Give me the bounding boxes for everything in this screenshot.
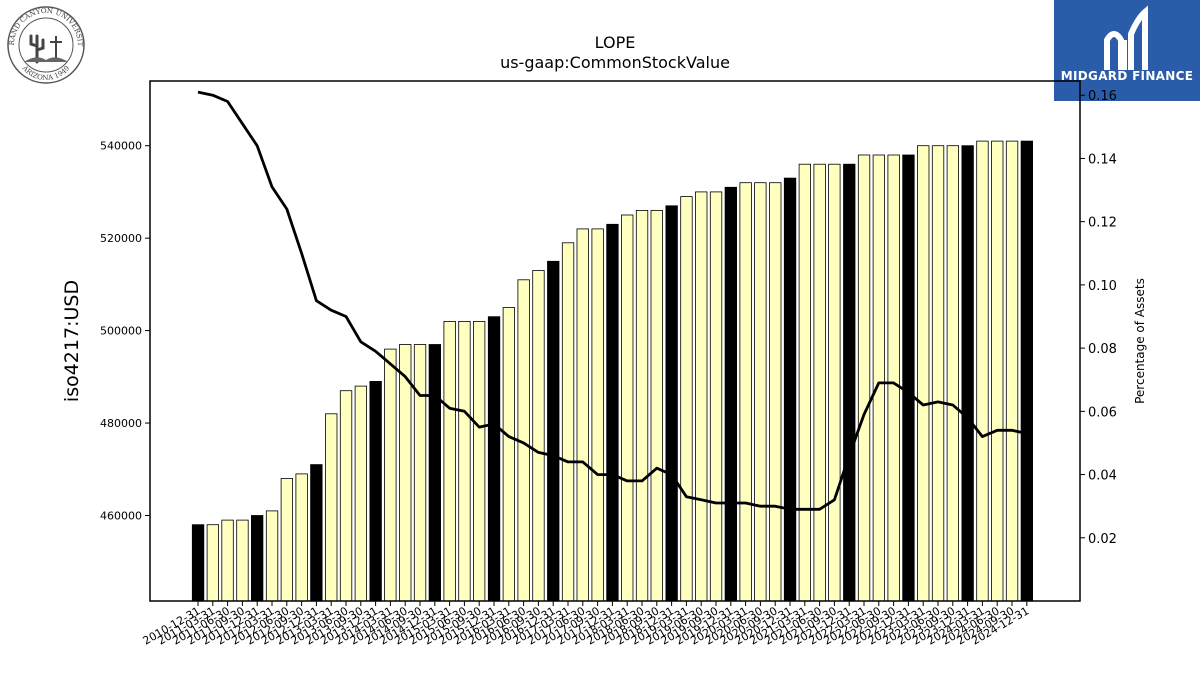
right-tick-label: 0.08 <box>1088 342 1117 357</box>
right-tick-label: 0.02 <box>1088 532 1117 547</box>
bars-group <box>191 140 1033 602</box>
bar-2013-03-31 <box>325 413 338 602</box>
bar-2016-03-31 <box>502 307 516 602</box>
bar-2017-03-31 <box>561 242 575 602</box>
bar-2011-12-31 <box>250 515 264 602</box>
right-tick-label: 0.04 <box>1088 469 1117 484</box>
bar-2020-09-30 <box>769 182 782 602</box>
left-tick-label: 460000 <box>100 509 142 522</box>
bar-2021-06-30 <box>813 163 826 602</box>
brand-name: MIDGARD FINANCE <box>1061 69 1193 83</box>
bar-2011-09-30 <box>236 519 249 602</box>
bar-2014-12-31 <box>428 344 442 602</box>
bar-2018-06-30 <box>635 209 649 602</box>
bar-2022-12-31 <box>902 154 915 602</box>
plot-frame <box>149 80 1081 602</box>
bar-2016-12-31 <box>547 260 560 602</box>
bar-2012-03-31 <box>265 510 279 602</box>
right-tick-label: 0.16 <box>1088 89 1117 104</box>
y-axis-label: iso4217:USD <box>61 280 83 402</box>
bar-2021-12-31 <box>843 163 856 602</box>
bar-2019-09-30 <box>709 191 723 602</box>
bar-2010-12-31 <box>191 524 205 602</box>
left-y-axis: 460000 480000 500000 520000 540000 <box>100 140 150 522</box>
bar-2013-12-31 <box>369 380 382 602</box>
bar-2021-09-30 <box>828 163 841 602</box>
right-y-axis-label: Percentage of Assets <box>1133 278 1147 404</box>
bar-2015-09-30 <box>472 320 486 602</box>
left-tick-label: 520000 <box>100 232 142 245</box>
bar-2024-06-30 <box>991 140 1004 602</box>
right-tick-label: 0.14 <box>1088 152 1117 167</box>
bar-2023-06-30 <box>931 145 945 602</box>
bar-2014-09-30 <box>413 344 427 602</box>
right-tick-label: 0.12 <box>1088 216 1117 231</box>
bar-2022-09-30 <box>887 154 900 602</box>
chart-title: LOPE <box>595 33 636 52</box>
bar-2023-12-31 <box>961 145 974 602</box>
right-tick-label: 0.06 <box>1088 405 1117 420</box>
right-y-axis: 0.02 0.04 0.06 0.08 0.10 0.12 0.14 0.16 <box>1080 89 1117 547</box>
bar-2021-03-31 <box>798 163 811 602</box>
bar-2020-12-31 <box>783 177 797 602</box>
seal-inner-ring <box>18 17 74 73</box>
x-axis: 2010-12-312011-03-312011-06-302011-09-30… <box>141 601 1031 648</box>
bar-2018-03-31 <box>621 214 634 602</box>
midgard-mark-icon <box>1104 5 1148 70</box>
left-tick-label: 480000 <box>100 417 142 430</box>
bar-2015-06-30 <box>458 320 471 602</box>
bar-2024-03-31 <box>976 140 989 602</box>
bar-2020-03-31 <box>739 182 752 602</box>
bar-2014-03-31 <box>384 348 397 602</box>
university-seal-logo: GRAND CANYON UNIVERSITY ARIZONA 1949 <box>0 0 85 84</box>
bar-2024-12-31 <box>1020 140 1033 602</box>
bar-2023-03-31 <box>917 145 930 602</box>
bar-2018-12-31 <box>665 205 678 602</box>
left-tick-label: 500000 <box>100 325 142 338</box>
bar-2011-06-30 <box>221 519 234 602</box>
right-tick-label: 0.10 <box>1088 279 1117 294</box>
bar-2019-03-31 <box>680 196 693 602</box>
bar-2011-03-31 <box>206 524 220 602</box>
bar-2020-06-30 <box>754 182 767 602</box>
bar-2023-09-30 <box>946 145 959 602</box>
bar-2017-09-30 <box>591 228 604 602</box>
percentage-of-assets-line <box>197 90 1028 511</box>
bar-2018-09-30 <box>650 209 663 602</box>
cactus-cross-seal-icon <box>24 34 68 64</box>
bar-2017-12-31 <box>606 223 619 602</box>
left-tick-label: 540000 <box>100 140 142 153</box>
bar-2012-09-30 <box>295 473 308 602</box>
bar-2012-12-31 <box>310 464 323 602</box>
bar-2017-06-30 <box>576 228 589 602</box>
bar-2013-09-30 <box>354 385 368 602</box>
bar-2022-03-31 <box>857 154 871 602</box>
midgard-finance-logo: MIDGARD FINANCE <box>1054 0 1200 101</box>
bar-2013-06-30 <box>339 390 353 602</box>
bar-2015-03-31 <box>443 320 456 602</box>
bar-2019-12-31 <box>724 186 737 602</box>
bar-2012-06-30 <box>280 478 294 602</box>
chart-subtitle: us-gaap:CommonStockValue <box>500 53 730 72</box>
bar-2019-06-30 <box>695 191 708 602</box>
bar-2016-09-30 <box>532 270 545 602</box>
bar-2015-12-31 <box>487 316 501 602</box>
bar-2024-09-30 <box>1005 140 1019 602</box>
bar-2022-06-30 <box>872 154 885 602</box>
